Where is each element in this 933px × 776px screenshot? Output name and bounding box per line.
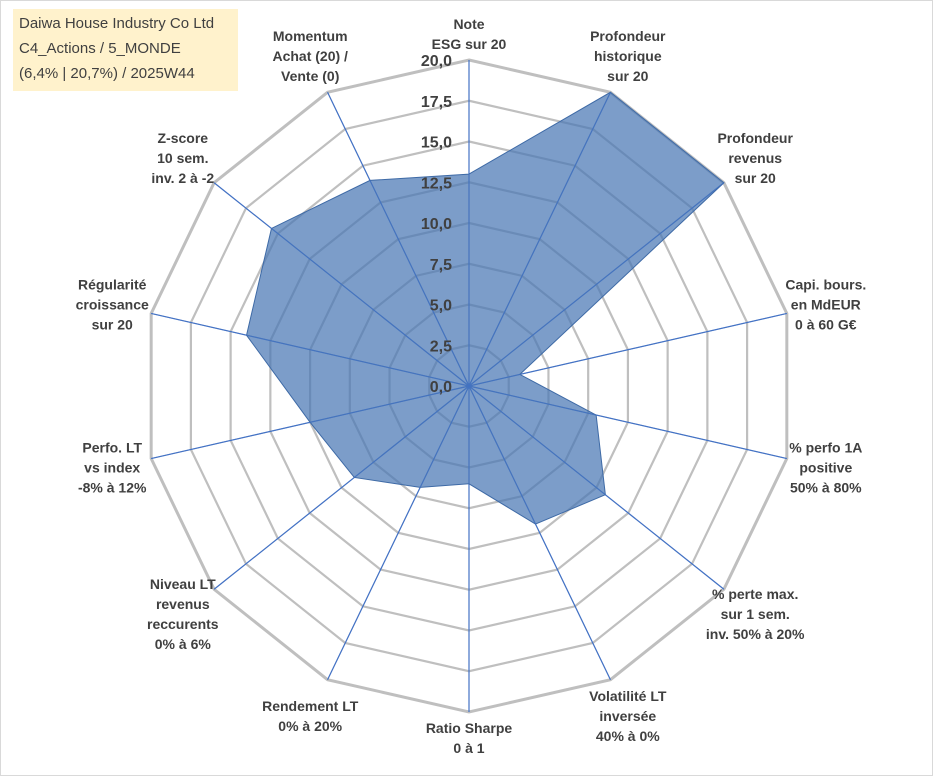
axis-label: 10 sem. [157, 150, 208, 166]
axis-label: Niveau LT [150, 576, 216, 592]
axis-spoke-overlay [468, 312, 787, 387]
series-area [151, 60, 787, 712]
tick-label: 10,0 [421, 216, 452, 233]
axis-spoke-overlay [468, 385, 611, 680]
axis-label: Rendement LT [262, 698, 359, 714]
chart-title-line-2: C4_Actions / 5_MONDE [19, 40, 181, 57]
axis-label: sur 20 [735, 170, 776, 186]
axis-label: revenus [156, 596, 210, 612]
axis-label: vs index [84, 459, 140, 475]
tick-label: 7,5 [430, 257, 452, 274]
tick-label: 12,5 [421, 175, 452, 192]
axis-spoke-overlay [327, 92, 470, 387]
axis-label: inversée [599, 708, 656, 724]
tick-label: 0,0 [430, 379, 452, 396]
axis-label: ESG sur 20 [432, 36, 507, 52]
axis-label: Momentum [273, 28, 348, 44]
axis-label: 0 à 60 G€ [795, 317, 857, 333]
tick-label: 2,5 [430, 338, 452, 355]
axis-spoke-overlay [468, 385, 787, 460]
axis-label: -8% à 12% [78, 479, 147, 495]
tick-label: 17,5 [421, 94, 452, 111]
axis-spoke-overlay [213, 182, 470, 387]
axis-label: Achat (20) / [272, 48, 348, 64]
axis-label: Z-score [158, 130, 209, 146]
axis-label: 0% à 6% [155, 636, 212, 652]
axis-label: 40% à 0% [596, 728, 660, 744]
tick-label: 5,0 [430, 298, 452, 315]
axis-label: revenus [728, 150, 782, 166]
chart-title-line-1: Daiwa House Industry Co Ltd [19, 15, 215, 32]
axis-label: sur 20 [607, 68, 648, 84]
axis-label: Capi. bours. [785, 277, 866, 293]
axis-label: Note [453, 16, 484, 32]
axis-label: positive [799, 459, 852, 475]
axis-label: 50% à 80% [790, 479, 862, 495]
axis-label: Vente (0) [281, 68, 339, 84]
axis-label: Perfo. LT [82, 439, 142, 455]
chart-title-box: Daiwa House Industry Co Ltd C4_Actions /… [13, 9, 238, 91]
axis-label: reccurents [147, 616, 219, 632]
axis-label: inv. 2 à -2 [151, 170, 214, 186]
axis-label: sur 20 [92, 317, 133, 333]
axis-label: inv. 50% à 20% [706, 626, 805, 642]
axis-label: Régularité [78, 277, 147, 293]
axis-labels: Note ESG sur 20 Profondeur historique sur 20… [76, 16, 867, 756]
axis-spoke-overlay [151, 312, 470, 387]
axis-spoke-overlay [151, 385, 470, 460]
axis-label: sur 1 sem. [721, 606, 790, 622]
axis-label: Profondeur [590, 28, 666, 44]
axis-spoke-overlay [468, 92, 611, 387]
axis-label: % perfo 1A [789, 439, 862, 455]
radial-tick-labels: 0,0 2,5 5,0 7,5 10,0 12,5 15,0 17,5 20,0 [421, 53, 452, 396]
tick-label: 20,0 [421, 53, 452, 70]
axis-spoke-overlay [468, 182, 725, 387]
axis-label: Volatilité LT [589, 688, 667, 704]
axis-label: en MdEUR [791, 297, 861, 313]
axis-label: 0% à 20% [278, 718, 342, 734]
axis-spoke-overlay [213, 385, 470, 590]
axis-spoke-overlay [327, 385, 470, 680]
axis-label: Ratio Sharpe [426, 720, 513, 736]
axis-label: historique [594, 48, 662, 64]
axis-label: croissance [76, 297, 149, 313]
axis-label: Profondeur [717, 130, 793, 146]
tick-label: 15,0 [421, 135, 452, 152]
axis-label: % perte max. [712, 586, 798, 602]
axis-spoke-overlay [468, 385, 725, 590]
axis-label: 0 à 1 [453, 740, 484, 756]
chart-title-line-3: (6,4% | 20,7%) / 2025W44 [19, 65, 195, 82]
